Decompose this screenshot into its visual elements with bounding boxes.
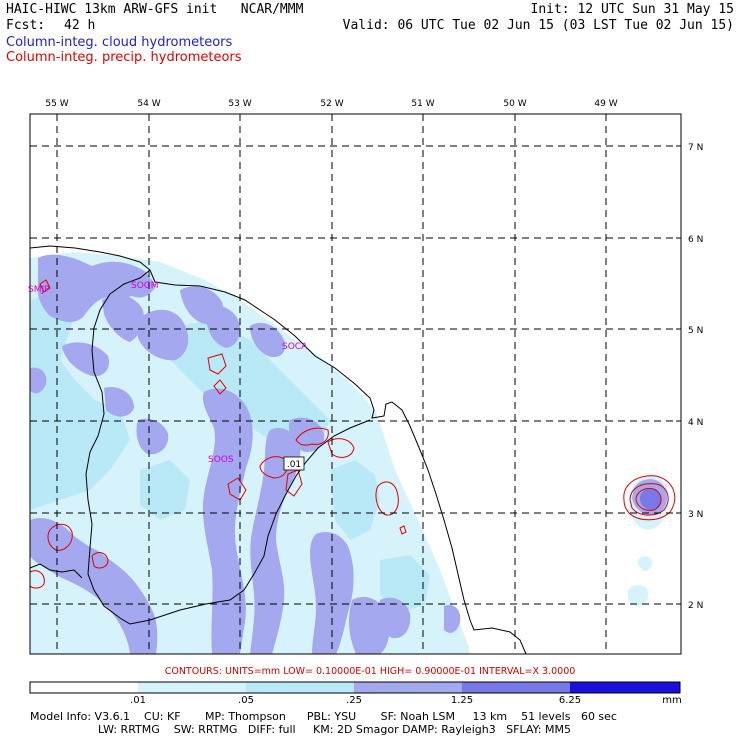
contours-info: CONTOURS: UNITS=mm LOW= 0.10000E-01 HIGH… <box>164 666 576 677</box>
lat-label-7n: 7 N <box>688 143 703 153</box>
station-soca: SOCA <box>282 342 308 352</box>
colorbar-bin-5 <box>570 682 680 693</box>
lat-label-2n: 2 N <box>688 601 703 611</box>
colorbar-units: mm <box>662 695 682 706</box>
model-info-line1: Model Info: V3.6.1 CU: KF MP: Thompson P… <box>30 710 617 723</box>
init-time: Init: 12 UTC Sun 31 May 15 <box>530 2 735 17</box>
lon-ticks <box>56 114 607 119</box>
lon-label-54w: 54 W <box>137 99 160 109</box>
colorbar-bin-4 <box>462 682 570 693</box>
lon-label-52w: 52 W <box>320 99 343 109</box>
model-info-line2: LW: RRTMG SW: RRTMG DIFF: full KM: 2D Sm… <box>98 723 571 736</box>
precip-contours <box>29 279 676 589</box>
lon-label-55w: 55 W <box>45 99 68 109</box>
contour-label-box <box>283 456 305 471</box>
lon-label-51w: 51 W <box>411 99 434 109</box>
lat-label-5n: 5 N <box>688 326 703 336</box>
colorbar-label-1: .05 <box>238 695 254 706</box>
valid-time: Valid: 06 UTC Tue 02 Jun 15 (03 LST Tue … <box>342 18 734 33</box>
contour-label: .01 <box>287 460 301 470</box>
station-sogm: SOGM <box>131 281 159 291</box>
cloud-field-high <box>30 254 667 654</box>
colorbar-label-0: .01 <box>130 695 146 706</box>
lon-label-53w: 53 W <box>228 99 251 109</box>
forecast-label: Fcst: <box>6 18 46 33</box>
lon-label-50w: 50 W <box>503 99 526 109</box>
forecast-hour: 42 h <box>64 18 96 33</box>
colorbar-bin-1 <box>138 682 246 693</box>
coastline <box>29 245 527 655</box>
legend-cloud: Column-integ. cloud hydrometeors <box>6 35 233 50</box>
cloud-field-mid <box>30 290 430 612</box>
lat-label-4n: 4 N <box>688 418 703 428</box>
map-frame <box>29 113 682 655</box>
colorbar-bin-0 <box>30 682 138 693</box>
lat-label-3n: 3 N <box>688 510 703 520</box>
legend-precip: Column-integ. precip. hydrometeors <box>6 50 242 65</box>
plot-title: HAIC-HIWC 13km ARW-GFS init NCAR/MMM <box>6 2 304 17</box>
lat-label-6n: 6 N <box>688 235 703 245</box>
colorbar-label-3: 1.25 <box>450 695 474 706</box>
lat-lon-grid <box>30 114 681 654</box>
colorbar-label-2: .25 <box>346 695 362 706</box>
station-smjp: SMJP <box>28 285 50 295</box>
colorbar-bin-3 <box>354 682 462 693</box>
cloud-field-core <box>639 488 661 510</box>
colorbar-label-4: 6.25 <box>558 695 582 706</box>
colorbar-bin-2 <box>246 682 354 693</box>
station-soos: SOOS <box>208 455 234 465</box>
colorbar <box>29 681 681 694</box>
lon-label-49w: 49 W <box>594 99 617 109</box>
lat-ticks <box>676 145 681 605</box>
